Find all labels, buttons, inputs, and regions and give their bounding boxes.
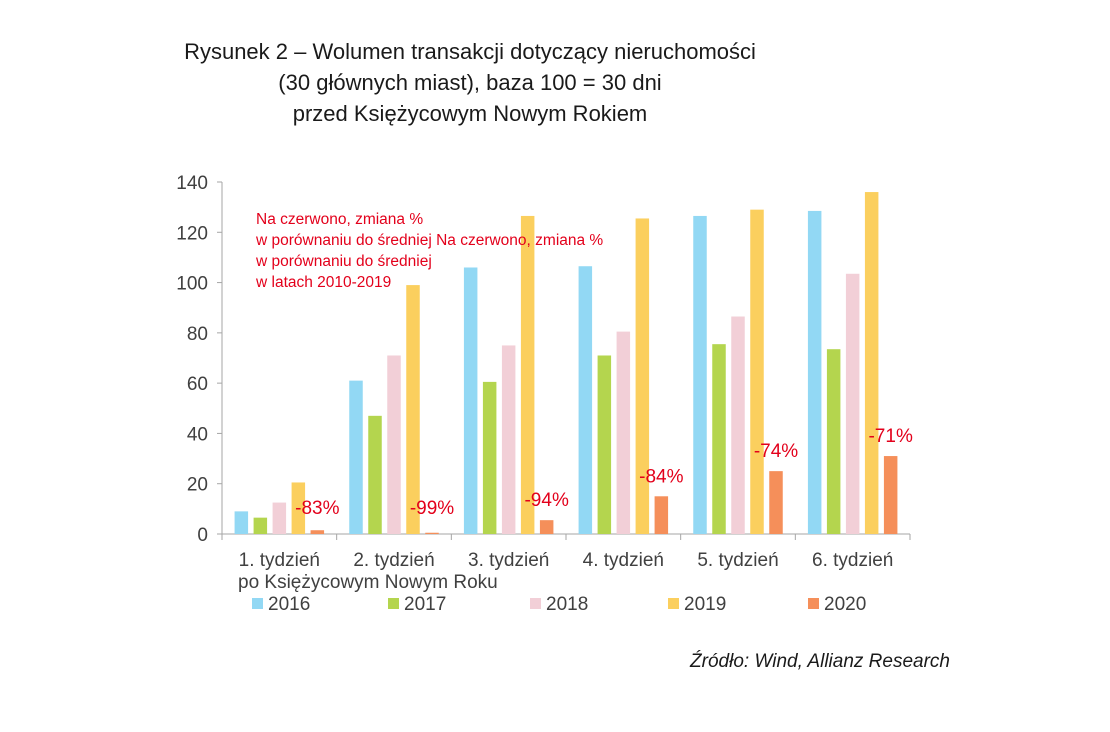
bar-2016-week-2 [349,380,363,534]
x-tick-label: 2. tydzień [353,550,434,571]
chart-title: Rysunek 2 – Wolumen transakcji dotyczący… [120,36,820,129]
x-tick-label: 1. tydzień [239,550,320,571]
bar-2016-week-4 [578,266,593,534]
x-tick-label: 5. tydzień [697,550,778,571]
x-tick-label: 4. tydzień [583,550,664,571]
y-tick-label: 100 [176,274,208,295]
y-tick-label: 140 [176,173,208,194]
annotation-line-3: w porównaniu do średniej [255,253,432,270]
legend-swatch-2018 [530,598,541,609]
bar-2016-week-1 [234,511,249,534]
bar-2020-week-2 [425,532,439,534]
y-tick-label: 20 [187,475,208,496]
x-tick-label: 3. tydzień [468,550,549,571]
bar-2018-week-3 [501,345,516,534]
bar-2019-week-1 [291,482,306,534]
bar-2017-week-4 [597,355,612,534]
data-label-week-3: -94% [524,490,568,511]
annotation-line-1: Na czerwono, zmiana % [256,211,423,228]
bar-2019-week-2 [406,285,420,534]
bar-2017-week-6 [826,349,841,534]
source-note: Źródło: Wind, Allianz Research [690,651,950,672]
annotation-line-2: w porównaniu do średniej Na czerwono, zm… [255,232,603,249]
legend-label-2019: 2019 [684,594,726,615]
y-tick-label: 0 [197,525,208,546]
annotation-line-4: w latach 2010-2019 [255,274,391,291]
bar-2017-week-2 [368,415,382,534]
legend-swatch-2019 [668,598,679,609]
bar-2017-week-1 [253,517,268,534]
chart-title-line-1: Rysunek 2 – Wolumen transakcji dotyczący… [184,39,756,64]
bar-2017-week-5 [712,344,726,534]
chart-title-line-3: przed Księżycowym Nowym Rokiem [292,101,648,126]
bar-2019-week-4 [635,218,650,534]
y-tick-label: 40 [187,424,208,445]
legend-swatch-2016 [252,598,263,609]
legend-label-2017: 2017 [404,594,446,615]
bar-2019-week-3 [520,215,535,534]
bar-2017-week-3 [482,381,497,534]
bar-2020-week-6 [883,456,898,534]
y-tick-label: 80 [187,324,208,345]
x-tick-label: 6. tydzień [812,550,893,571]
bar-2018-week-1 [272,502,287,534]
legend-label-2016: 2016 [268,594,310,615]
data-label-week-4: -84% [639,466,683,487]
bar-2016-week-6 [807,210,822,534]
bar-2020-week-3 [539,520,554,534]
bar-2018-week-4 [616,331,631,534]
bar-2018-week-5 [731,316,745,534]
bar-2020-week-4 [654,496,669,534]
data-label-week-2: -99% [410,498,454,519]
bar-2018-week-2 [387,355,401,534]
chart-title-line-2: (30 głównych miast), baza 100 = 30 dni [278,70,662,95]
y-tick-label: 60 [187,374,208,395]
data-label-week-1: -83% [295,498,339,519]
legend-swatch-2017 [388,598,399,609]
y-tick-label: 120 [176,223,208,244]
bar-2020-week-5 [769,471,783,534]
data-label-week-6: -71% [868,426,912,447]
legend-swatch-2020 [808,598,819,609]
data-label-week-5: -74% [754,441,798,462]
x-category-sublabel: po Księżycowym Nowym Roku [238,572,498,593]
bar-2016-week-5 [693,215,707,534]
legend-label-2018: 2018 [546,594,588,615]
legend-label-2020: 2020 [824,594,866,615]
bar-2020-week-1 [310,530,325,534]
bar-2018-week-6 [845,273,860,534]
bar-2016-week-3 [463,267,478,534]
bar-2019-week-5 [750,209,764,534]
bar-2019-week-6 [864,192,879,535]
